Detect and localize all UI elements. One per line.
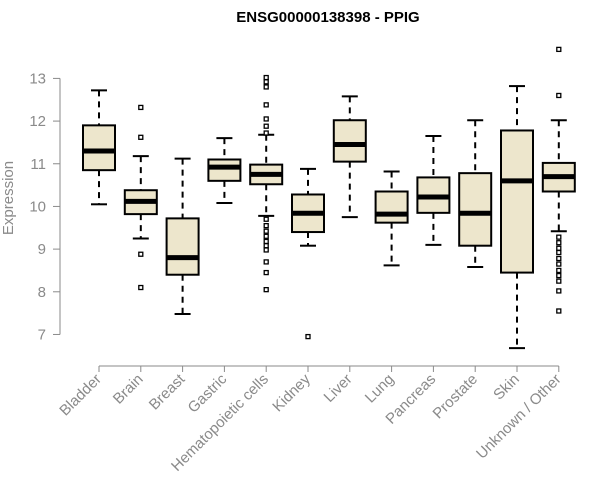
outlier-point — [263, 84, 269, 90]
outlier-point — [263, 116, 269, 122]
outlier-point — [305, 333, 311, 340]
outlier-point — [138, 134, 144, 140]
y-tick-label: 11 — [30, 156, 46, 173]
outlier-point — [556, 255, 562, 262]
outlier-point — [556, 267, 562, 274]
iqr-box — [82, 124, 116, 172]
y-tick-label: 8 — [38, 284, 46, 301]
box-prostate — [458, 119, 493, 269]
outlier-point — [263, 259, 269, 265]
outlier-point — [556, 261, 562, 267]
outlier-point — [556, 240, 562, 246]
x-tick-label: Lung — [362, 371, 398, 407]
y-tick-label: 12 — [29, 113, 46, 130]
iqr-box — [458, 172, 493, 247]
outlier-point — [556, 92, 562, 99]
outlier-point — [263, 74, 269, 81]
box-kidney — [291, 167, 325, 340]
outlier-point — [556, 249, 562, 256]
outlier-point — [263, 79, 269, 85]
y-tick-label: 9 — [38, 241, 46, 258]
iqr-box — [374, 190, 409, 224]
outlier-point — [263, 243, 269, 249]
outlier-point — [556, 272, 562, 279]
x-tick-label: Kidney — [269, 370, 314, 415]
outlier-point — [263, 269, 269, 276]
x-tick-label: Bladder — [56, 371, 105, 420]
box-series — [82, 46, 576, 350]
chart-title: ENSG00000138398 - PPIG — [236, 9, 419, 26]
box-liver — [332, 95, 367, 219]
outlier-point — [138, 104, 144, 111]
outlier-point — [263, 222, 269, 229]
outlier-point — [263, 123, 269, 129]
box-hematopoietic-cells — [249, 74, 284, 293]
y-axis: 7 8 9 10 11 12 13 — [29, 70, 61, 343]
x-tick-label: Liver — [321, 371, 356, 406]
outlier-point — [556, 46, 562, 53]
y-tick-label: 13 — [29, 70, 46, 87]
y-axis-label: Expression — [0, 161, 17, 235]
outlier-point — [556, 234, 562, 240]
outlier-point — [138, 251, 144, 257]
outlier-point — [263, 228, 269, 234]
y-tick-label: 10 — [29, 198, 46, 215]
box-gastric — [207, 137, 242, 205]
box-bladder — [82, 89, 116, 206]
box-breast — [165, 157, 200, 315]
x-tick-label: Breast — [146, 370, 189, 413]
box-unknown-other — [541, 46, 576, 314]
iqr-box — [332, 119, 367, 163]
outlier-point — [263, 247, 269, 253]
outlier-point — [263, 102, 269, 108]
outlier-point — [556, 288, 562, 294]
box-pancreas — [416, 135, 451, 246]
outlier-point — [263, 287, 269, 293]
y-tick-label: 7 — [38, 326, 46, 343]
box-skin — [500, 85, 534, 350]
x-tick-label: Skin — [490, 371, 523, 404]
outlier-point — [263, 216, 269, 222]
outlier-point — [263, 233, 269, 239]
iqr-box — [500, 129, 534, 274]
iqr-box — [207, 158, 242, 182]
iqr-box — [165, 217, 200, 276]
outlier-point — [556, 245, 562, 251]
outlier-point — [263, 130, 269, 136]
outlier-point — [556, 278, 562, 284]
x-tick-label: Prostate — [429, 371, 481, 423]
box-brain — [123, 104, 158, 291]
outlier-point — [263, 238, 269, 245]
x-tick-label: Brain — [110, 371, 147, 408]
box-lung — [374, 170, 409, 267]
outlier-point — [138, 284, 144, 291]
outlier-point — [556, 308, 562, 314]
